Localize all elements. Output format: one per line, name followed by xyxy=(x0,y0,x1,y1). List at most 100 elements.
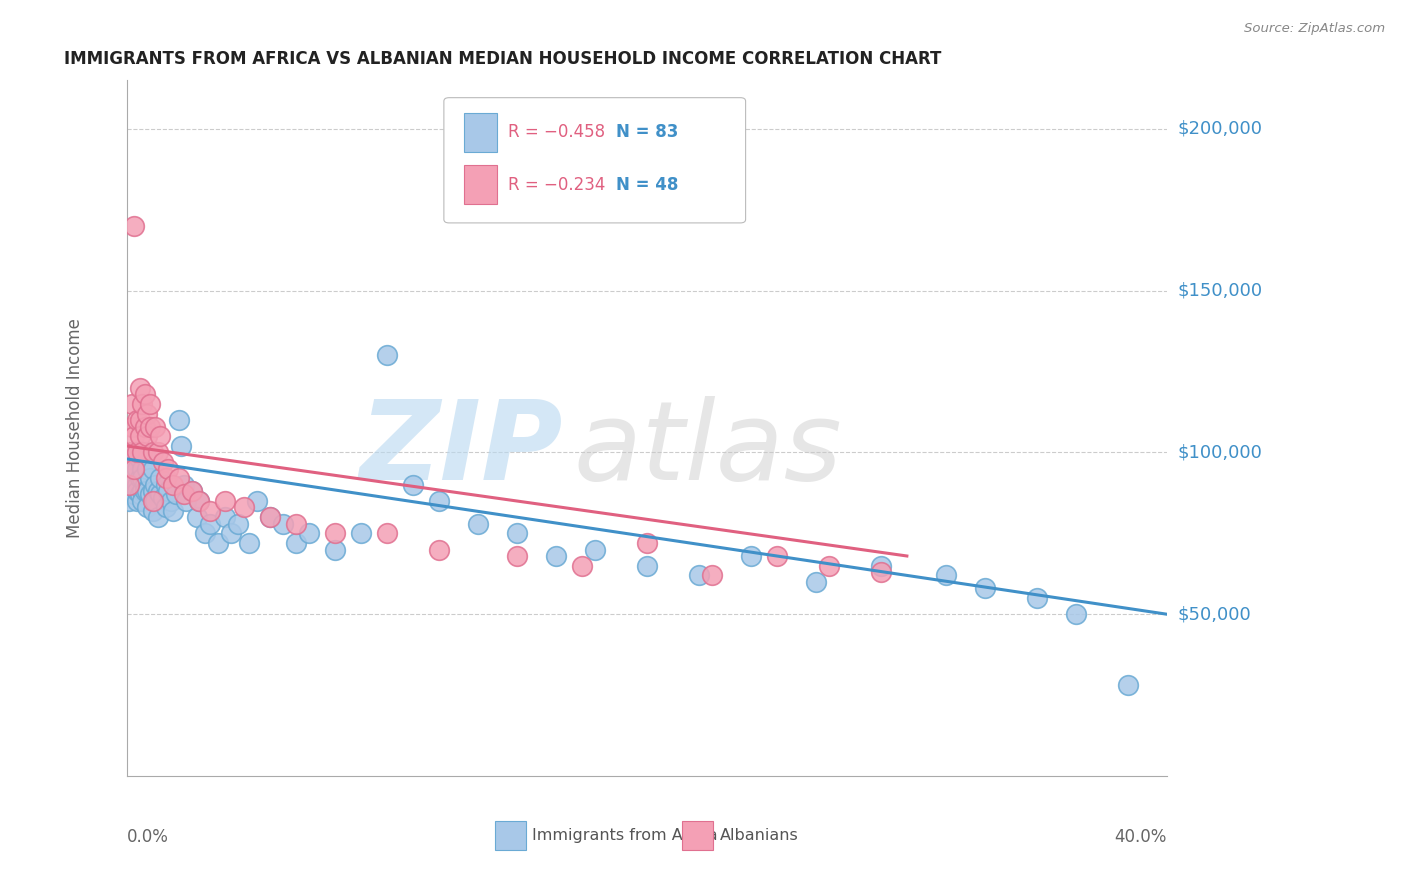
Point xyxy=(402,477,425,491)
Point xyxy=(804,574,827,589)
Point xyxy=(131,471,153,485)
Point xyxy=(124,461,146,475)
Point xyxy=(259,510,281,524)
Point xyxy=(155,471,177,485)
Point xyxy=(124,471,146,485)
Point xyxy=(128,381,150,395)
Point xyxy=(170,439,193,453)
Text: N = 48: N = 48 xyxy=(616,176,678,194)
Point xyxy=(121,445,143,459)
Point xyxy=(198,516,221,531)
Point xyxy=(141,504,163,518)
Point xyxy=(141,494,163,508)
Point xyxy=(124,219,146,233)
Point xyxy=(131,445,153,459)
Point xyxy=(139,397,162,411)
Point xyxy=(467,516,489,531)
Point xyxy=(136,407,159,421)
Point xyxy=(131,484,153,499)
Point xyxy=(167,471,190,485)
Text: Source: ZipAtlas.com: Source: ZipAtlas.com xyxy=(1244,22,1385,36)
Point xyxy=(146,445,169,459)
Point xyxy=(141,461,163,475)
Point xyxy=(125,484,148,499)
Point xyxy=(125,445,148,459)
Text: 40.0%: 40.0% xyxy=(1115,828,1167,846)
Point xyxy=(134,484,156,499)
Point xyxy=(162,477,184,491)
Text: ZIP: ZIP xyxy=(360,395,564,502)
Point xyxy=(143,494,166,508)
Point xyxy=(766,549,789,563)
Point xyxy=(134,477,156,491)
FancyBboxPatch shape xyxy=(464,165,496,204)
Text: Immigrants from Africa: Immigrants from Africa xyxy=(533,828,718,843)
Point xyxy=(427,542,450,557)
Point xyxy=(207,536,229,550)
Point xyxy=(818,558,841,573)
Point xyxy=(124,487,146,501)
Point xyxy=(131,397,153,411)
FancyBboxPatch shape xyxy=(495,821,526,850)
Point xyxy=(124,429,146,443)
Point xyxy=(214,494,236,508)
Point xyxy=(173,477,195,491)
Point xyxy=(118,445,141,459)
Point xyxy=(136,461,159,475)
Point xyxy=(143,477,166,491)
Text: atlas: atlas xyxy=(574,395,842,502)
Point xyxy=(146,484,169,499)
Point xyxy=(284,516,307,531)
Point xyxy=(121,397,143,411)
Point xyxy=(186,510,208,524)
Point xyxy=(1116,678,1139,692)
Point xyxy=(1064,607,1087,622)
Point xyxy=(188,494,211,508)
Point xyxy=(125,461,148,475)
Point xyxy=(193,526,217,541)
Point xyxy=(232,500,254,515)
Point xyxy=(125,477,148,491)
Point xyxy=(121,419,143,434)
Point xyxy=(349,526,371,541)
Point xyxy=(155,500,177,515)
Point xyxy=(162,504,184,518)
Point xyxy=(124,461,146,475)
Point xyxy=(238,536,260,550)
Point xyxy=(180,484,202,499)
Point xyxy=(124,445,146,459)
Point xyxy=(173,487,195,501)
Point xyxy=(1026,591,1049,605)
Point xyxy=(544,549,567,563)
Text: $150,000: $150,000 xyxy=(1177,282,1263,300)
Point xyxy=(152,491,174,505)
Point xyxy=(246,494,269,508)
Point xyxy=(128,487,150,501)
Point xyxy=(131,461,153,475)
Point xyxy=(128,413,150,427)
Point xyxy=(159,494,181,508)
Text: 0.0%: 0.0% xyxy=(127,828,169,846)
Point xyxy=(228,516,250,531)
Text: R = −0.458: R = −0.458 xyxy=(509,123,606,142)
Point xyxy=(323,526,346,541)
Point xyxy=(198,504,221,518)
Text: IMMIGRANTS FROM AFRICA VS ALBANIAN MEDIAN HOUSEHOLD INCOME CORRELATION CHART: IMMIGRANTS FROM AFRICA VS ALBANIAN MEDIA… xyxy=(65,50,942,68)
Point xyxy=(165,487,187,501)
Point xyxy=(506,549,529,563)
Text: $200,000: $200,000 xyxy=(1177,120,1263,138)
Point xyxy=(134,445,156,459)
Point xyxy=(323,542,346,557)
Point xyxy=(121,461,143,475)
Point xyxy=(155,477,177,491)
Point xyxy=(157,484,180,499)
Point xyxy=(700,568,723,582)
Point xyxy=(176,494,198,508)
Point xyxy=(214,510,236,524)
Point xyxy=(139,487,162,501)
Point xyxy=(869,565,893,579)
Point xyxy=(740,549,762,563)
Point xyxy=(506,526,529,541)
Point xyxy=(219,526,242,541)
Point xyxy=(157,461,180,475)
